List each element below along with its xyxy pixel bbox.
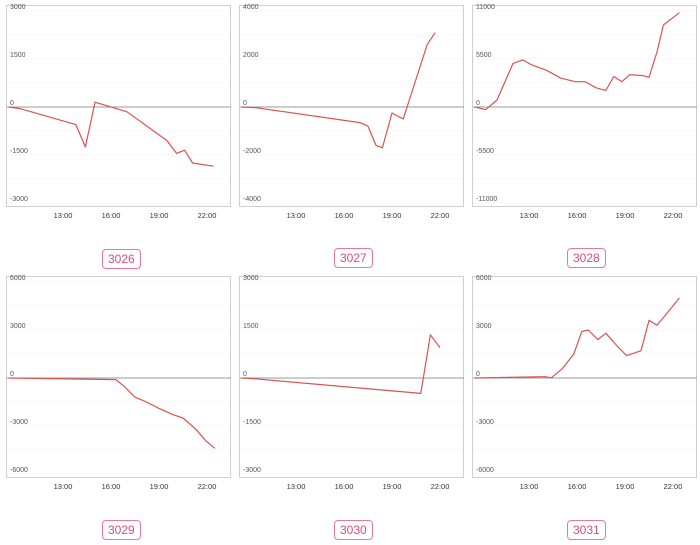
series-line (241, 334, 441, 395)
chart-panel-3030: 3000 1500 0 -1500 -3000 13:00 16:00 19:00 22:00 (239, 275, 464, 491)
x-tick-label: 22:00 (664, 482, 683, 491)
y-tick-label: 0 (476, 100, 480, 107)
y-tick-label: 3000 (10, 323, 26, 330)
stock-code-badge-3026[interactable]: 3026 (102, 249, 141, 269)
y-tick-label: 5500 (476, 52, 492, 59)
x-tick-label: 13:00 (520, 482, 539, 491)
x-tick-label: 19:00 (616, 211, 635, 220)
y-tick-label: 11000 (476, 4, 495, 11)
x-tick-label: 16:00 (102, 482, 121, 491)
x-tick-label: 19:00 (383, 482, 402, 491)
y-tick-label: 0 (476, 371, 480, 378)
line-chart: 6000 3000 0 -3000 -6000 13:00 16:00 19:00 22:00 (473, 275, 697, 491)
y-tick-label: 0 (243, 371, 247, 378)
series-line (8, 101, 214, 167)
chart-panel-3026: 3000 1500 0 -1500 -3000 13:00 16:00 19:00 22:00 (6, 4, 231, 220)
y-tick-label: -3000 (10, 196, 28, 203)
line-chart: 6000 3000 0 -3000 -6000 13:00 16:00 19:00 22:00 (7, 275, 231, 491)
series-line (474, 297, 680, 379)
chart-panel-3031: 6000 3000 0 -3000 -6000 13:00 16:00 19:00 22:00 (472, 275, 697, 491)
y-tick-label: 2000 (243, 52, 259, 59)
line-chart: 3000 1500 0 -1500 -3000 13:00 16:00 19:00 22:00 (7, 4, 231, 220)
x-tick-label: 16:00 (568, 482, 587, 491)
stock-code-badge-3030[interactable]: 3030 (334, 520, 373, 540)
line-chart: 3000 1500 0 -1500 -3000 13:00 16:00 19:00 22:00 (240, 275, 464, 491)
stock-code-badge-3027[interactable]: 3027 (334, 248, 373, 268)
y-tick-label: -6000 (476, 467, 494, 474)
y-tick-label: 1500 (10, 52, 26, 59)
gridlines (7, 10, 231, 204)
x-tick-label: 13:00 (287, 482, 306, 491)
gridlines (240, 281, 464, 475)
y-tick-label: 0 (10, 371, 14, 378)
y-tick-label: 0 (10, 100, 14, 107)
y-tick-label: -5500 (476, 148, 494, 155)
x-tick-label: 19:00 (150, 482, 169, 491)
y-tick-label: -1500 (10, 148, 28, 155)
x-tick-label: 22:00 (431, 211, 450, 220)
stock-code-badge-3029[interactable]: 3029 (102, 520, 141, 540)
x-tick-label: 19:00 (150, 211, 169, 220)
chart-panel-3028: 11000 5500 0 -5500 -11000 13:00 16:00 19:00 22:0… (472, 4, 697, 220)
x-tick-label: 13:00 (520, 211, 539, 220)
y-tick-label: 0 (243, 100, 247, 107)
y-tick-label: 1500 (243, 323, 259, 330)
chart-panel-3029: 6000 3000 0 -3000 -6000 13:00 16:00 19:00 22:00 (6, 275, 231, 491)
chart-panel-3027: 4000 2000 0 -2000 -4000 13:00 16:00 19:00 22:00 (239, 4, 464, 220)
x-tick-label: 13:00 (287, 211, 306, 220)
gridlines (240, 10, 464, 204)
series-line (241, 32, 436, 149)
x-tick-label: 22:00 (664, 211, 683, 220)
line-chart: 11000 5500 0 -5500 -11000 13:00 16:00 19:00 22:0… (473, 4, 697, 220)
y-tick-label: -11000 (476, 196, 497, 203)
x-tick-label: 19:00 (383, 211, 402, 220)
gridlines (473, 281, 697, 475)
x-tick-label: 22:00 (198, 482, 217, 491)
y-tick-label: 6000 (10, 275, 26, 282)
series-line (8, 377, 216, 449)
y-tick-label: -6000 (10, 467, 28, 474)
line-chart: 4000 2000 0 -2000 -4000 13:00 16:00 19:00 22:00 (240, 4, 464, 220)
x-tick-label: 19:00 (616, 482, 635, 491)
y-tick-label: -3000 (10, 419, 28, 426)
x-tick-label: 16:00 (335, 211, 354, 220)
y-tick-label: 3000 (476, 323, 492, 330)
y-tick-label: 4000 (243, 4, 259, 11)
x-tick-label: 13:00 (54, 482, 73, 491)
x-tick-label: 16:00 (102, 211, 121, 220)
y-tick-label: -3000 (243, 467, 261, 474)
x-tick-label: 13:00 (54, 211, 73, 220)
y-tick-label: 3000 (10, 4, 26, 11)
y-tick-label: -4000 (243, 196, 261, 203)
y-tick-label: -3000 (476, 419, 494, 426)
y-tick-label: -2000 (243, 148, 261, 155)
x-tick-label: 16:00 (335, 482, 354, 491)
y-tick-label: -1500 (243, 419, 261, 426)
gridlines (473, 10, 697, 204)
y-tick-label: 3000 (243, 275, 259, 282)
stock-code-badge-3031[interactable]: 3031 (567, 520, 606, 540)
y-tick-label: 6000 (476, 275, 492, 282)
stock-code-badge-3028[interactable]: 3028 (567, 248, 606, 268)
gridlines (7, 281, 231, 475)
x-tick-label: 22:00 (431, 482, 450, 491)
x-tick-label: 22:00 (198, 211, 217, 220)
series-line (474, 12, 680, 111)
x-tick-label: 16:00 (568, 211, 587, 220)
